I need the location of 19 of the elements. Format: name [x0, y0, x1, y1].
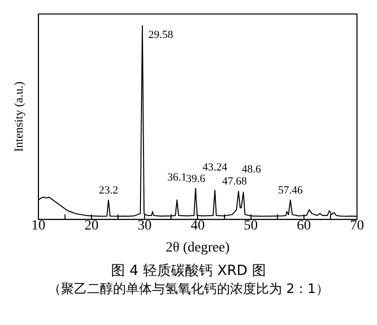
x-tick-label: 70: [350, 218, 364, 234]
annotation: 48.6: [242, 164, 262, 176]
x-tick-label: 10: [31, 218, 46, 234]
annotation: 39.6: [186, 172, 206, 185]
text: （聚乙二醇的单体与氢氧化钙的浓度比为 2：1）: [47, 281, 330, 298]
text: 图 4 轻质碳酸钙 XRD 图: [110, 262, 267, 280]
y-axis-title: Intensity (a.u.): [11, 82, 26, 152]
x-tick-label: 30: [138, 218, 152, 234]
annotation: 47.68: [222, 176, 248, 188]
x-tick-label: 60: [296, 218, 311, 234]
x-tick-label: 40: [190, 218, 205, 234]
annotation: 29.58: [148, 29, 174, 42]
x-tick-label: 20: [84, 218, 98, 234]
annotation: 23.2: [98, 184, 118, 196]
annotation: 57.46: [278, 184, 304, 196]
x-axis-title: 2θ (degree): [166, 240, 230, 256]
x-tick-label: 50: [244, 218, 258, 234]
annotation: 43.24: [202, 162, 228, 174]
annotation: 36.1: [167, 171, 187, 184]
